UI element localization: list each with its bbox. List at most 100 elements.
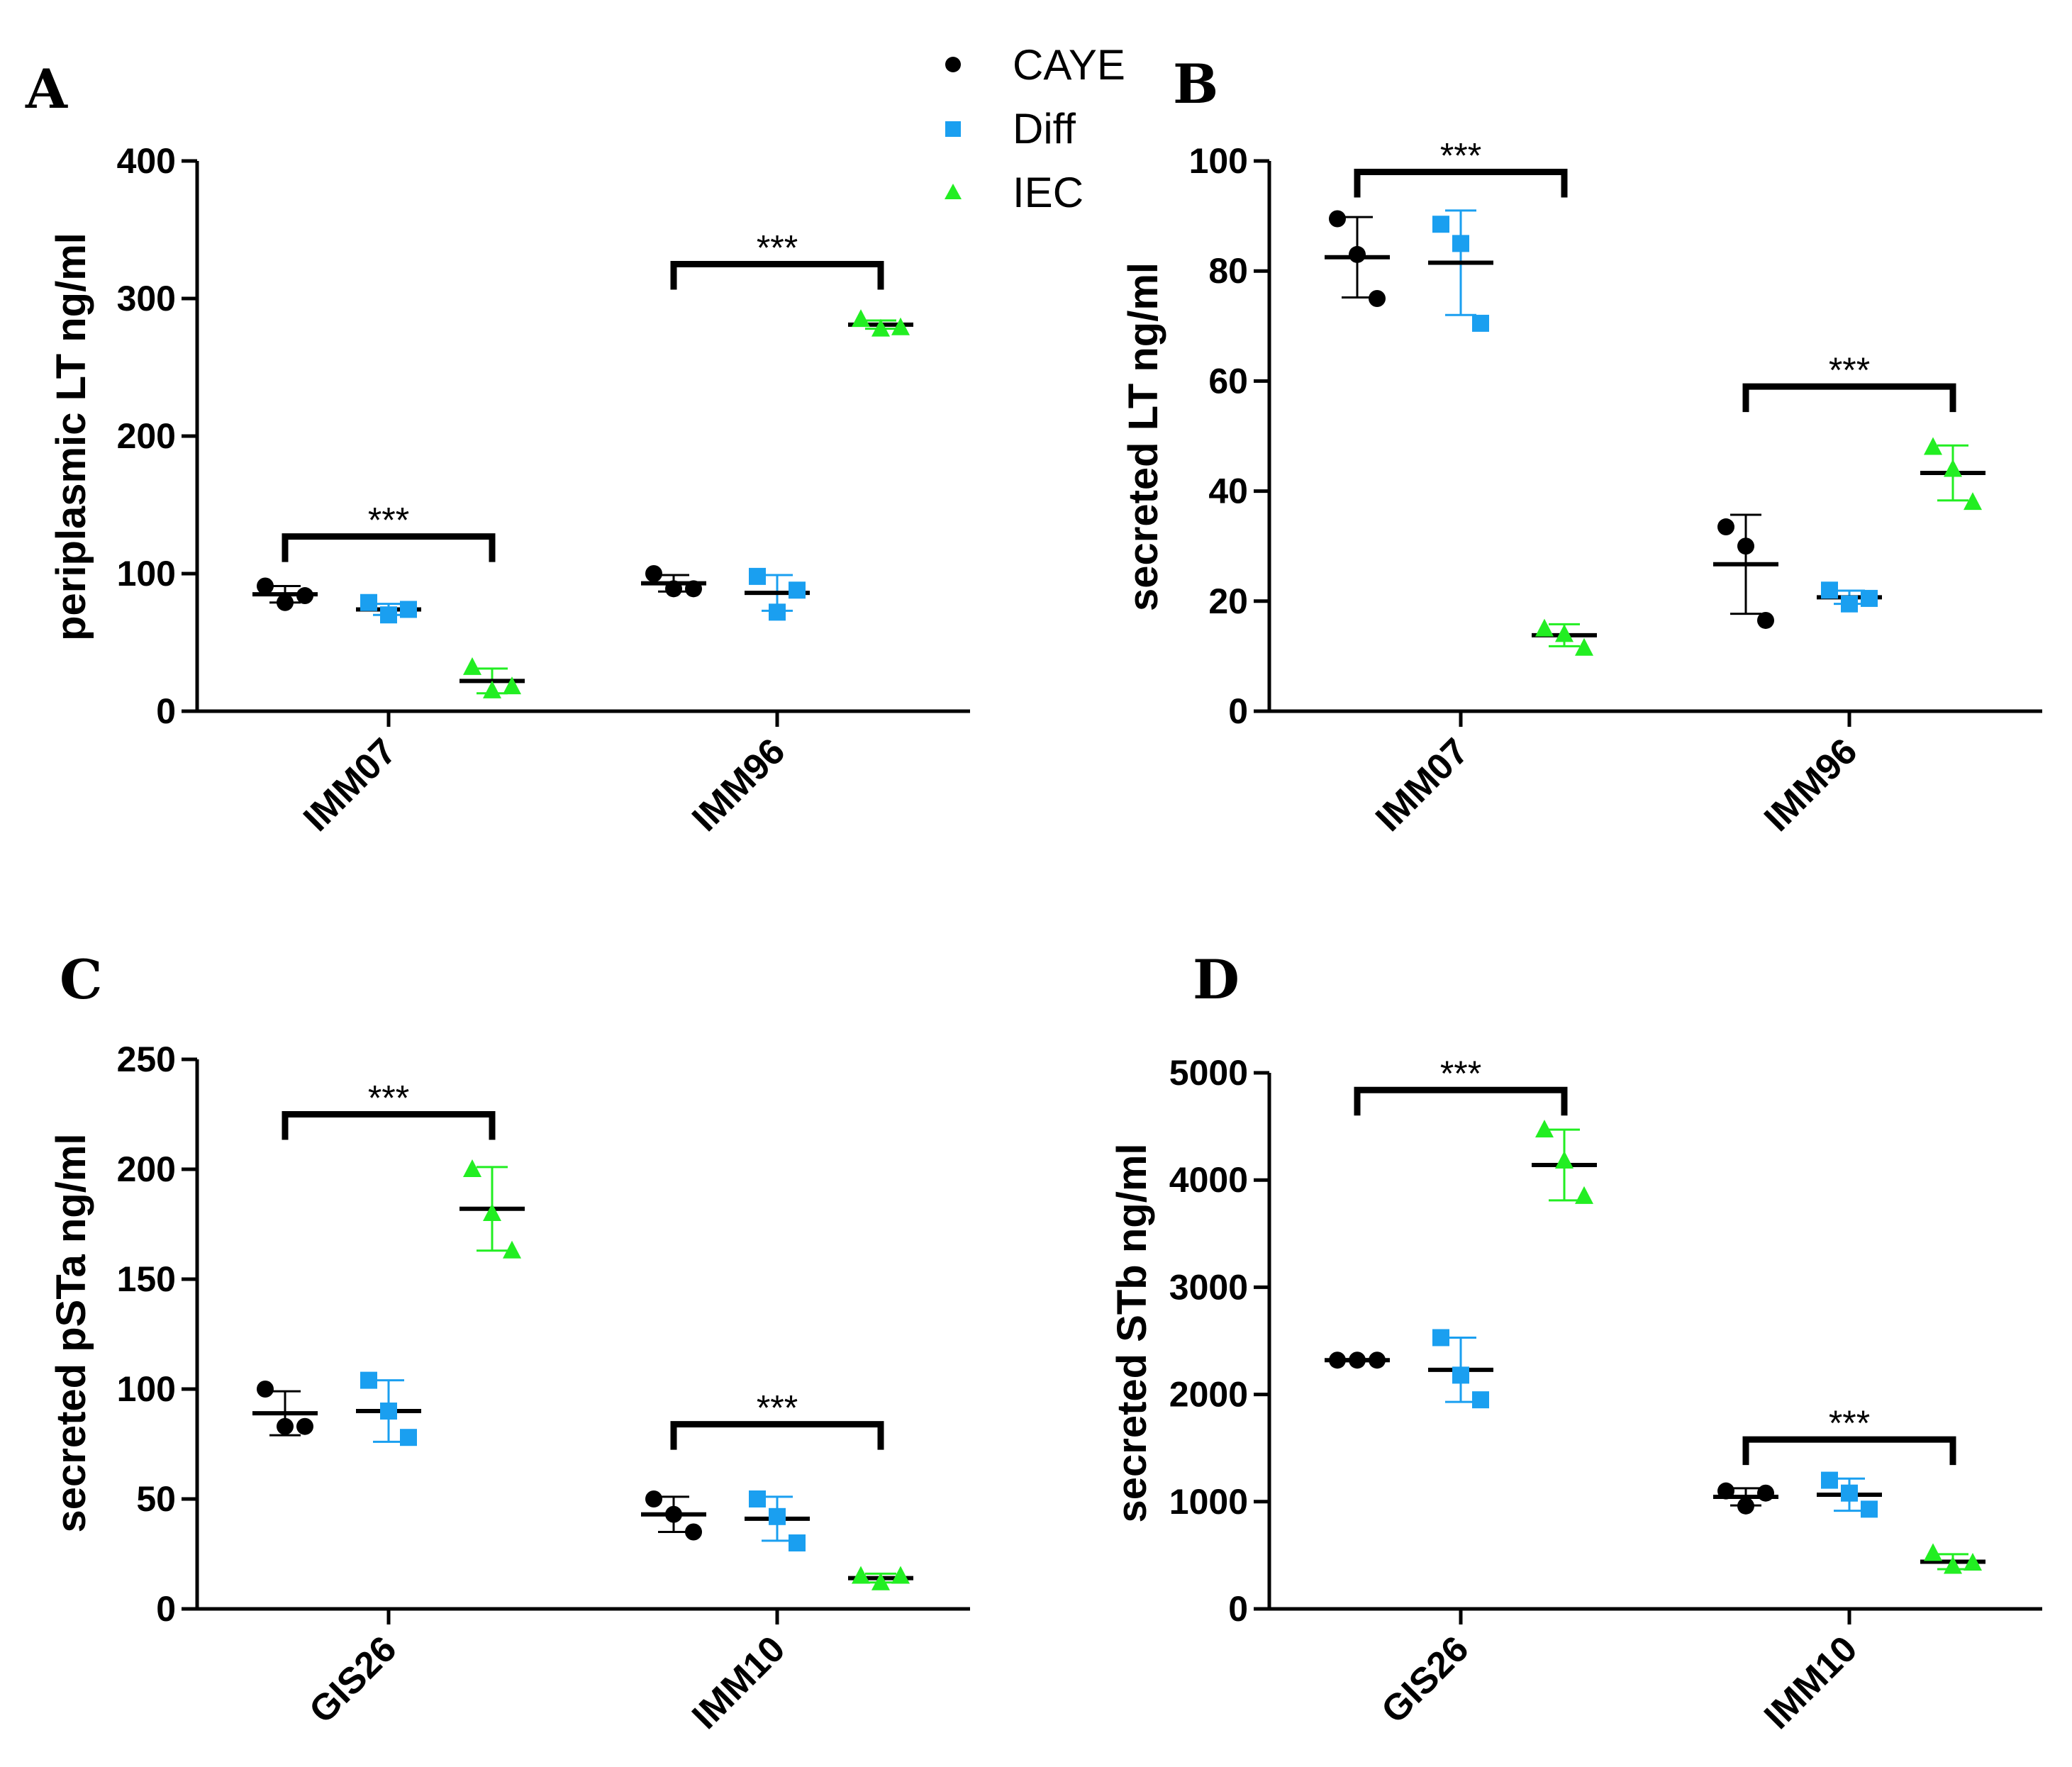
significance-bracket-c-1	[670, 1421, 884, 1450]
point-c-iec-0-2	[503, 1240, 521, 1259]
y-tick-label-c-3: 150	[117, 1259, 176, 1299]
point-d-caye-1-1	[1737, 1497, 1754, 1515]
x-tick-label-a-1: IMM96	[684, 730, 793, 839]
legend-label-diff: Diff	[1013, 105, 1076, 152]
y-tick-label-d-1: 1000	[1169, 1482, 1248, 1522]
panel-c: C secreted pSTa ng/ml 0 50 100 150 200 250 GIS…	[48, 948, 970, 1737]
significance-bracket-d-1	[1742, 1436, 1956, 1466]
point-b-caye-0-2	[1369, 290, 1386, 307]
point-c-iec-1-2	[891, 1566, 910, 1584]
point-b-caye-1-0	[1717, 518, 1734, 536]
panel-letter-b: B	[1173, 52, 1218, 116]
y-tick-label-a-4: 400	[117, 141, 176, 181]
y-tick-label-b-2: 40	[1208, 472, 1248, 511]
x-tick-label-b-0: IMM07	[1368, 730, 1476, 839]
point-c-caye-0-1	[277, 1417, 294, 1435]
y-tick-label-b-0: 0	[1228, 691, 1248, 731]
significance-label-c-1: ***	[757, 1388, 798, 1428]
panel-letter-d: D	[1193, 948, 1240, 1011]
point-b-caye-1-1	[1737, 537, 1754, 555]
y-tick-label-a-1: 100	[117, 554, 176, 593]
point-b-diff-1-0	[1821, 581, 1838, 599]
plot-area-c: 0 50 100 150 200 250 GIS26 IMM10 *** ***	[117, 1039, 970, 1737]
point-d-caye-0-2	[1369, 1351, 1386, 1369]
x-tick-label-d-1: IMM10	[1756, 1628, 1865, 1737]
point-a-diff-0-1	[380, 606, 397, 624]
point-a-iec-1-2	[891, 317, 910, 335]
point-c-iec-1-0	[852, 1566, 870, 1584]
point-d-iec-0-2	[1575, 1186, 1593, 1204]
point-c-caye-0-0	[257, 1381, 274, 1398]
point-a-iec-1-1	[871, 318, 890, 337]
point-a-iec-0-2	[503, 676, 521, 695]
point-c-diff-1-0	[749, 1490, 766, 1507]
significance-bracket-a-1	[670, 261, 884, 290]
panel-letter-a: A	[25, 57, 68, 121]
point-b-iec-0-2	[1575, 637, 1593, 656]
x-tick-label-c-1: IMM10	[684, 1628, 793, 1737]
point-a-iec-0-0	[463, 657, 481, 675]
significance-label-a-1: ***	[757, 228, 798, 268]
point-b-diff-0-0	[1432, 216, 1449, 233]
y-tick-label-d-3: 3000	[1169, 1267, 1248, 1307]
point-c-diff-1-2	[789, 1534, 806, 1551]
point-a-caye-1-1	[665, 580, 682, 598]
panel-b: B secreted LT ng/ml 0 20 40 60 80 100 IMM07 IMM…	[1120, 52, 2042, 840]
point-d-iec-0-1	[1555, 1150, 1574, 1169]
point-b-caye-0-0	[1329, 210, 1346, 228]
y-axis-label-b: secreted LT ng/ml	[1120, 262, 1166, 611]
x-tick-label-c-0: GIS26	[301, 1628, 404, 1731]
point-b-iec-0-0	[1535, 618, 1554, 637]
legend-label-caye: CAYE	[1013, 41, 1125, 89]
legend: CAYE Diff IEC	[945, 41, 1125, 216]
point-c-caye-1-1	[665, 1505, 682, 1523]
y-axis-label-d: secreted STb ng/ml	[1109, 1143, 1155, 1522]
significance-label-b-0: ***	[1440, 136, 1481, 176]
legend-marker-caye	[945, 57, 961, 72]
point-a-caye-0-2	[296, 587, 313, 605]
point-a-caye-1-2	[685, 580, 702, 598]
point-a-diff-0-0	[360, 593, 377, 611]
significance-bracket-b-0	[1354, 169, 1568, 198]
point-d-caye-0-1	[1349, 1351, 1366, 1369]
significance-bracket-c-0	[282, 1111, 496, 1140]
point-a-caye-1-0	[645, 565, 662, 582]
significance-label-d-1: ***	[1829, 1403, 1870, 1443]
x-tick-label-b-1: IMM96	[1756, 730, 1865, 839]
y-tick-label-b-4: 80	[1208, 251, 1248, 291]
point-a-caye-0-0	[257, 577, 274, 595]
point-a-diff-1-0	[749, 567, 766, 585]
point-d-iec-1-2	[1964, 1552, 1982, 1571]
point-c-diff-1-1	[769, 1507, 786, 1525]
legend-marker-diff	[945, 121, 961, 137]
point-b-iec-1-1	[1944, 459, 1962, 477]
y-tick-label-c-5: 250	[117, 1039, 176, 1079]
point-c-diff-0-2	[400, 1429, 417, 1447]
significance-label-c-0: ***	[368, 1078, 409, 1118]
y-tick-label-d-2: 2000	[1169, 1375, 1248, 1415]
plot-area-d: 0 1000 2000 3000 4000 5000 GIS26 IMM10 *** ***	[1169, 1053, 2042, 1737]
y-tick-label-b-5: 100	[1189, 141, 1248, 181]
point-c-iec-1-1	[871, 1572, 890, 1590]
plot-area-a: 0 100 200 300 400 IMM07 IMM96 *** ***	[117, 141, 970, 840]
significance-label-d-0: ***	[1440, 1054, 1481, 1093]
panel-letter-c: C	[60, 948, 103, 1011]
point-d-iec-1-0	[1924, 1543, 1942, 1561]
point-d-diff-0-2	[1472, 1391, 1489, 1409]
x-tick-label-d-0: GIS26	[1374, 1628, 1476, 1731]
point-b-iec-1-0	[1924, 437, 1942, 455]
point-b-iec-1-2	[1964, 492, 1982, 511]
x-tick-label-a-0: IMM07	[296, 730, 404, 839]
point-d-diff-1-2	[1861, 1500, 1878, 1518]
y-tick-label-a-2: 200	[117, 416, 176, 456]
significance-bracket-b-1	[1742, 383, 1956, 413]
point-d-diff-0-0	[1432, 1329, 1449, 1347]
point-c-diff-0-1	[380, 1403, 397, 1420]
y-tick-label-c-0: 0	[156, 1589, 176, 1629]
point-d-caye-1-2	[1757, 1484, 1774, 1502]
y-tick-label-d-4: 4000	[1169, 1160, 1248, 1200]
point-b-diff-1-1	[1841, 595, 1858, 613]
point-c-caye-1-2	[685, 1523, 702, 1541]
y-tick-label-d-0: 0	[1228, 1589, 1248, 1629]
